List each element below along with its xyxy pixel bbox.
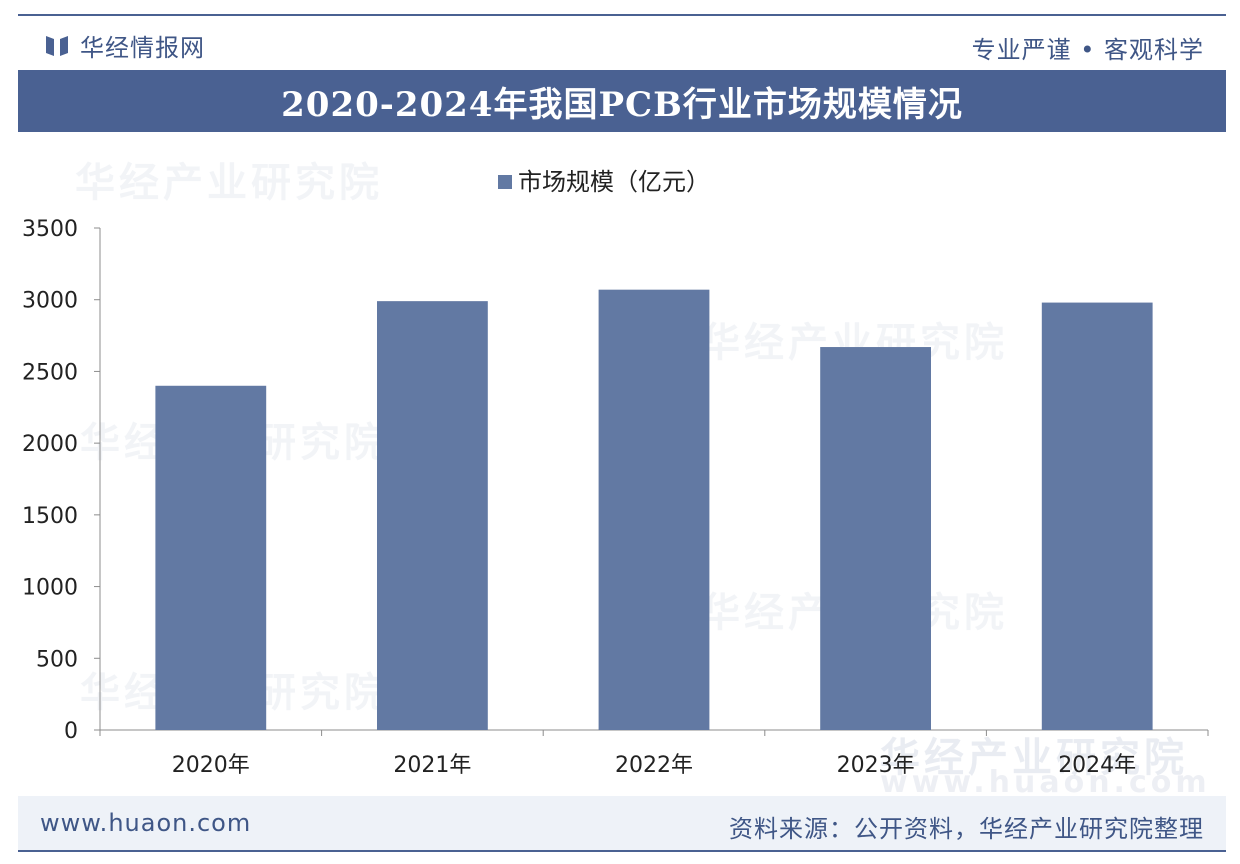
bars [155,289,1153,730]
y-tick-label: 3500 [22,217,78,242]
y-tick-label: 2000 [22,432,78,457]
title-bar: 2020-2024年我国PCB行业市场规模情况 [18,70,1226,132]
x-tick-label: 2024年 [1058,753,1136,778]
page-header: 华经情报网 专业严谨 • 客观科学 [18,18,1226,68]
y-tick-label: 500 [36,647,78,672]
bar-chart: 市场规模（亿元） 0 500 1000 1500 2000 2500 3000 3500 20… [22,168,1209,778]
brand-logo-icon [46,35,68,56]
y-tick-label: 3000 [22,289,78,314]
brand: 华经情报网 [44,28,205,63]
bar-2022年 [598,289,710,730]
legend-swatch [498,175,512,189]
brand-name: 华经情报网 [80,34,205,62]
legend-label: 市场规模（亿元） [518,168,710,196]
chart-title: 2020-2024年我国PCB行业市场规模情况 [281,84,963,125]
y-tick-label: 0 [64,719,78,744]
x-tick-label: 2020年 [172,753,250,778]
y-tick-label: 1500 [22,504,78,529]
bar-2020年 [155,385,267,730]
top-border [18,14,1226,16]
x-axis: 2020年 2021年 2022年 2023年 2024年 [99,729,1209,778]
y-tick-label: 2500 [22,360,78,385]
footer-source: 资料来源：公开资料，华经产业研究院整理 [729,815,1204,843]
y-tick-label: 1000 [22,576,78,601]
x-tick-label: 2023年 [837,753,915,778]
bottom-border [18,850,1226,852]
bar-2024年 [1041,302,1153,730]
footer: www.huaon.com 资料来源：公开资料，华经产业研究院整理 [18,796,1226,850]
chart-area: 华经产业研究院 华经产业研究院 华经产业研究院 华经产业研究院 华经产业研究院 … [0,140,1240,800]
legend: 市场规模（亿元） [498,168,710,196]
slogan: 专业严谨 • 客观科学 [971,36,1204,64]
x-tick-label: 2021年 [393,753,471,778]
bar-2021年 [377,301,488,730]
x-tick-label: 2022年 [615,753,693,778]
footer-url[interactable]: www.huaon.com [40,809,252,837]
y-axis: 0 500 1000 1500 2000 2500 3000 3500 [22,217,101,744]
bar-2023年 [820,347,931,730]
